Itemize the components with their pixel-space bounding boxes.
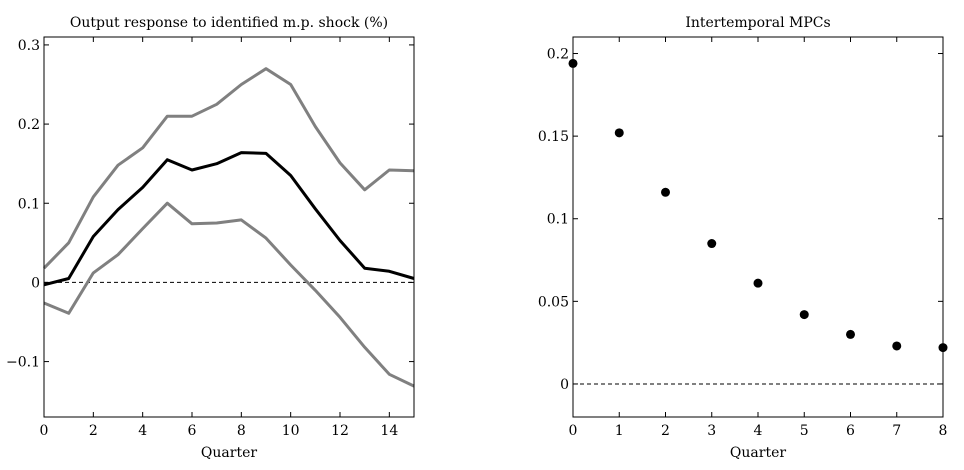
y-tick-label: 0.2 bbox=[18, 117, 40, 133]
mpc-point bbox=[753, 278, 763, 288]
y-tick-label: 0.05 bbox=[538, 294, 569, 310]
x-tick-label: 6 bbox=[846, 423, 855, 439]
chart-title: Intertemporal MPCs bbox=[685, 15, 830, 31]
y-tick-label: 0.2 bbox=[547, 47, 569, 63]
y-tick-label: 0.3 bbox=[18, 38, 40, 54]
y-tick-label: 0 bbox=[560, 377, 569, 393]
mpc-point bbox=[799, 310, 809, 320]
x-axis-label: Quarter bbox=[730, 445, 786, 461]
x-tick-label: 2 bbox=[661, 423, 670, 439]
mpc-panel: Intertemporal MPCs Quarter 0 1 2 3 4 5 6 7 8 0 0.0… bbox=[538, 15, 948, 461]
x-tick-label: 4 bbox=[754, 423, 763, 439]
chart-title: Output response to identified m.p. shock… bbox=[70, 15, 388, 31]
x-tick-label: 2 bbox=[89, 423, 98, 439]
x-tick-label: 12 bbox=[331, 423, 349, 439]
x-tick-label: 7 bbox=[892, 423, 901, 439]
x-tick-label: 5 bbox=[800, 423, 809, 439]
y-tick-label: 0.1 bbox=[18, 196, 40, 212]
y-tick-label: 0.1 bbox=[547, 212, 569, 228]
mpc-point bbox=[707, 239, 717, 249]
x-tick-label: 10 bbox=[282, 423, 300, 439]
x-tick-label: 3 bbox=[707, 423, 716, 439]
x-tick-label: 0 bbox=[569, 423, 578, 439]
irf-panel: Output response to identified m.p. shock… bbox=[6, 15, 415, 461]
lower-band-line bbox=[43, 201, 415, 388]
x-tick-label: 8 bbox=[939, 423, 948, 439]
mpc-point bbox=[614, 128, 624, 138]
plot-frame bbox=[572, 36, 944, 418]
y-tick-label: 0.15 bbox=[538, 129, 569, 145]
plot-frame bbox=[43, 36, 415, 418]
y-tick-label: −0.1 bbox=[6, 355, 40, 371]
x-tick-label: 8 bbox=[237, 423, 246, 439]
mpc-point bbox=[892, 341, 902, 351]
x-tick-label: 1 bbox=[615, 423, 624, 439]
x-tick-label: 4 bbox=[138, 423, 147, 439]
mpc-point bbox=[661, 187, 670, 197]
x-axis-label: Quarter bbox=[201, 445, 257, 461]
point-estimate-line bbox=[43, 151, 415, 287]
x-tick-label: 14 bbox=[380, 423, 398, 439]
y-tick-label: 0 bbox=[31, 275, 40, 291]
mpc-point bbox=[846, 329, 855, 339]
x-tick-label: 0 bbox=[40, 423, 49, 439]
x-tick-label: 6 bbox=[188, 423, 197, 439]
upper-band-line bbox=[42, 67, 415, 270]
